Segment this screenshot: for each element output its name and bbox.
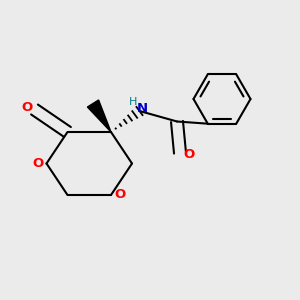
Text: H: H (129, 97, 137, 107)
Text: O: O (21, 100, 33, 114)
Text: N: N (136, 102, 148, 115)
Text: O: O (114, 188, 126, 202)
Text: O: O (32, 157, 44, 170)
Text: O: O (183, 148, 195, 161)
Polygon shape (87, 100, 111, 132)
